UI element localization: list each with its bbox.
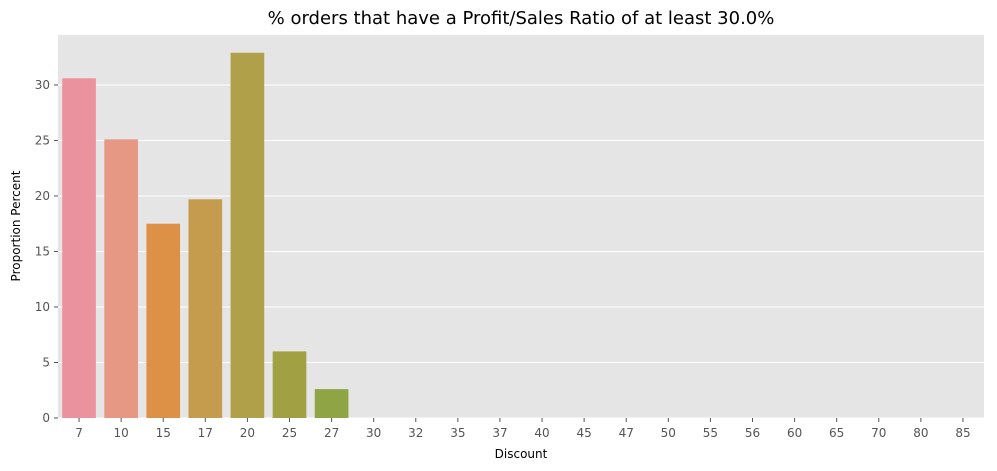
- bar-15: [146, 223, 181, 418]
- y-tick-label: 10: [35, 300, 50, 314]
- x-axis: 7 10 15 17 20 25 27 30 32 35 37 40 45 47 50 55 56 60 65 70 8…: [75, 418, 971, 440]
- x-tick-label: 35: [450, 426, 465, 440]
- y-tick-label: 25: [35, 133, 50, 147]
- y-axis: 0 5 10 15 20 25 30: [35, 78, 58, 425]
- x-tick-label: 40: [534, 426, 549, 440]
- bar-17: [188, 199, 223, 418]
- x-tick-label: 45: [576, 426, 591, 440]
- x-tick-label: 32: [408, 426, 423, 440]
- bar-7: [62, 78, 96, 418]
- x-tick-label: 20: [240, 426, 255, 440]
- x-tick-label: 60: [787, 426, 802, 440]
- x-axis-label: Discount: [495, 447, 548, 461]
- y-tick-label: 20: [35, 189, 50, 203]
- x-tick-label: 56: [745, 426, 760, 440]
- x-tick-label: 47: [619, 426, 634, 440]
- x-tick-label: 70: [871, 426, 886, 440]
- x-tick-label: 7: [75, 426, 83, 440]
- x-tick-label: 27: [324, 426, 339, 440]
- bar-25: [272, 351, 307, 418]
- x-tick-label: 80: [913, 426, 928, 440]
- x-tick-label: 37: [492, 426, 507, 440]
- y-tick-label: 0: [42, 411, 50, 425]
- y-tick-label: 5: [42, 355, 50, 369]
- y-tick-label: 15: [35, 244, 50, 258]
- x-tick-label: 15: [156, 426, 171, 440]
- x-tick-label: 17: [198, 426, 213, 440]
- bar-10: [104, 139, 138, 418]
- bars: [62, 52, 349, 418]
- bar-20: [230, 52, 265, 418]
- x-tick-label: 30: [366, 426, 381, 440]
- x-tick-label: 85: [955, 426, 970, 440]
- chart-title: % orders that have a Profit/Sales Ratio …: [268, 8, 775, 29]
- y-tick-label: 30: [35, 78, 50, 92]
- y-axis-label: Proportion Percent: [9, 170, 23, 281]
- bar-27: [314, 389, 349, 418]
- x-tick-label: 65: [829, 426, 844, 440]
- x-tick-label: 55: [703, 426, 718, 440]
- x-tick-label: 50: [661, 426, 676, 440]
- x-tick-label: 10: [113, 426, 128, 440]
- x-tick-label: 25: [282, 426, 297, 440]
